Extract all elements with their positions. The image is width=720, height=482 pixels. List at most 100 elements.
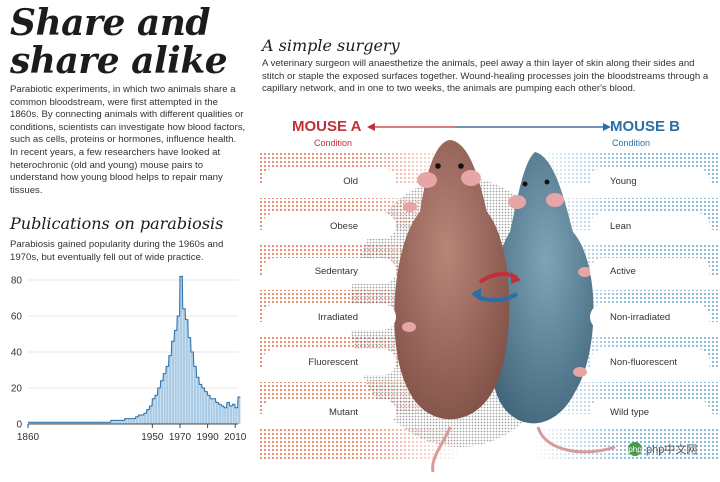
chart-bar bbox=[199, 384, 202, 424]
chart-bar bbox=[232, 404, 235, 424]
mouse-b-condition-young: Young bbox=[590, 168, 710, 194]
x-tick-label: 1950 bbox=[141, 432, 164, 443]
chart-bar bbox=[226, 402, 230, 424]
chart-bar bbox=[116, 420, 119, 424]
mouse-a-condition-irradiated: Irradiated bbox=[262, 304, 396, 330]
mouse-b-condition-active: Active bbox=[590, 258, 710, 284]
chart-bar bbox=[149, 406, 152, 424]
chart-bar bbox=[168, 355, 172, 424]
x-tick-label: 1860 bbox=[17, 432, 40, 443]
surgery-title: A simple surgery bbox=[262, 36, 400, 55]
chart-bar bbox=[83, 422, 86, 424]
chart-bar bbox=[144, 413, 147, 424]
chart-bar bbox=[171, 341, 175, 424]
chart-bar bbox=[105, 422, 108, 424]
chart-bar bbox=[163, 373, 166, 424]
chart-bar bbox=[74, 422, 78, 424]
chart-bar bbox=[121, 420, 125, 424]
chart-bar bbox=[146, 409, 150, 424]
intro-text: Parabiotic experiments, in which two ani… bbox=[10, 84, 246, 196]
chart-bar bbox=[108, 422, 111, 424]
chart-bar bbox=[179, 276, 183, 424]
chart-bar bbox=[218, 404, 222, 424]
x-tick-label: 2010 bbox=[224, 432, 247, 443]
chart-bar bbox=[110, 420, 114, 424]
watermark: php php中文网 bbox=[628, 441, 697, 457]
chart-bar bbox=[63, 422, 67, 424]
chart-bar bbox=[152, 398, 155, 424]
mouse-a-condition-mutant: Mutant bbox=[262, 399, 396, 425]
chart-bar bbox=[138, 415, 141, 424]
exchange-top-arrow bbox=[367, 123, 611, 131]
mouse-a-condition-label: Condition bbox=[314, 138, 353, 148]
chart-bar bbox=[124, 418, 128, 424]
mouse-a-figure bbox=[394, 140, 510, 473]
chart-bar bbox=[135, 416, 139, 424]
chart-bar bbox=[69, 422, 72, 424]
chart-bar bbox=[97, 422, 100, 424]
mouse-b-condition-non-irradiated: Non-irradiated bbox=[590, 304, 710, 330]
chart-bar bbox=[229, 406, 233, 424]
surgery-description: A veterinary surgeon will anaesthetize t… bbox=[262, 58, 709, 95]
x-tick-label: 1970 bbox=[169, 432, 192, 443]
chart-bar bbox=[238, 397, 241, 424]
chart-bar bbox=[174, 330, 177, 424]
chart-bar bbox=[44, 422, 47, 424]
chart-bar bbox=[61, 422, 64, 424]
x-tick-labels: 1860 1950 1970 1990 2010 bbox=[17, 424, 247, 443]
publications-chart: 0 20 40 60 80 1860 1950 1970 1990 2010 bbox=[11, 275, 247, 444]
mouse-b-condition-wild-type: Wild type bbox=[590, 399, 710, 425]
main-title: Share and share alike bbox=[10, 2, 228, 82]
chart-bar bbox=[207, 395, 210, 424]
chart-bar bbox=[58, 422, 61, 424]
mouse-a-condition-obese: Obese bbox=[262, 213, 396, 239]
chart-bar bbox=[130, 418, 133, 424]
chart-bar bbox=[166, 366, 169, 424]
mouse-a-condition-sedentary: Sedentary bbox=[262, 258, 396, 284]
chart-bar bbox=[213, 398, 216, 424]
chart-bar bbox=[215, 402, 219, 424]
chart-bar bbox=[127, 418, 130, 424]
chart-bar bbox=[99, 422, 103, 424]
y-tick-label: 60 bbox=[11, 312, 23, 323]
chart-bar bbox=[196, 377, 199, 424]
chart-grid bbox=[28, 279, 238, 389]
chart-bar bbox=[72, 422, 75, 424]
chart-outline bbox=[28, 275, 241, 423]
chart-bar bbox=[185, 319, 188, 424]
chart-bar bbox=[221, 406, 224, 424]
chart-bar bbox=[47, 422, 50, 424]
publications-description: Parabiosis gained popularity during the … bbox=[10, 239, 224, 263]
chart-bar bbox=[157, 388, 161, 424]
chart-bar bbox=[202, 388, 205, 424]
mouse-b-label: MOUSE B bbox=[610, 118, 681, 135]
chart-bar bbox=[86, 422, 89, 424]
chart-bar bbox=[177, 316, 180, 424]
mouse-a-condition-fluorescent: Fluorescent bbox=[262, 349, 396, 375]
chart-bar bbox=[235, 407, 238, 424]
chart-bar bbox=[55, 422, 58, 424]
mouse-b-figure bbox=[487, 152, 616, 454]
blood-exchange-arrows bbox=[471, 271, 521, 303]
chart-bar bbox=[188, 337, 191, 424]
watermark-text: php中文网 bbox=[646, 444, 698, 456]
chart-bar bbox=[133, 418, 136, 424]
y-tick-label: 80 bbox=[11, 276, 23, 287]
chart-bar bbox=[30, 422, 34, 424]
chart-bar bbox=[36, 422, 39, 424]
chart-bar bbox=[50, 422, 53, 424]
chart-bar bbox=[77, 422, 81, 424]
chart-bars bbox=[28, 276, 241, 424]
chart-bar bbox=[193, 366, 197, 424]
publications-title: Publications on parabiosis bbox=[10, 214, 224, 233]
chart-bar bbox=[113, 420, 117, 424]
chart-bar bbox=[88, 422, 92, 424]
watermark-logo-icon: php bbox=[628, 442, 642, 456]
mouse-a-condition-old: Old bbox=[262, 168, 396, 194]
chart-bar bbox=[39, 422, 42, 424]
chart-bar bbox=[191, 352, 194, 424]
chart-bar bbox=[102, 422, 105, 424]
chart-bar bbox=[80, 422, 83, 424]
chart-bar bbox=[224, 407, 227, 424]
chart-bar bbox=[182, 308, 186, 424]
